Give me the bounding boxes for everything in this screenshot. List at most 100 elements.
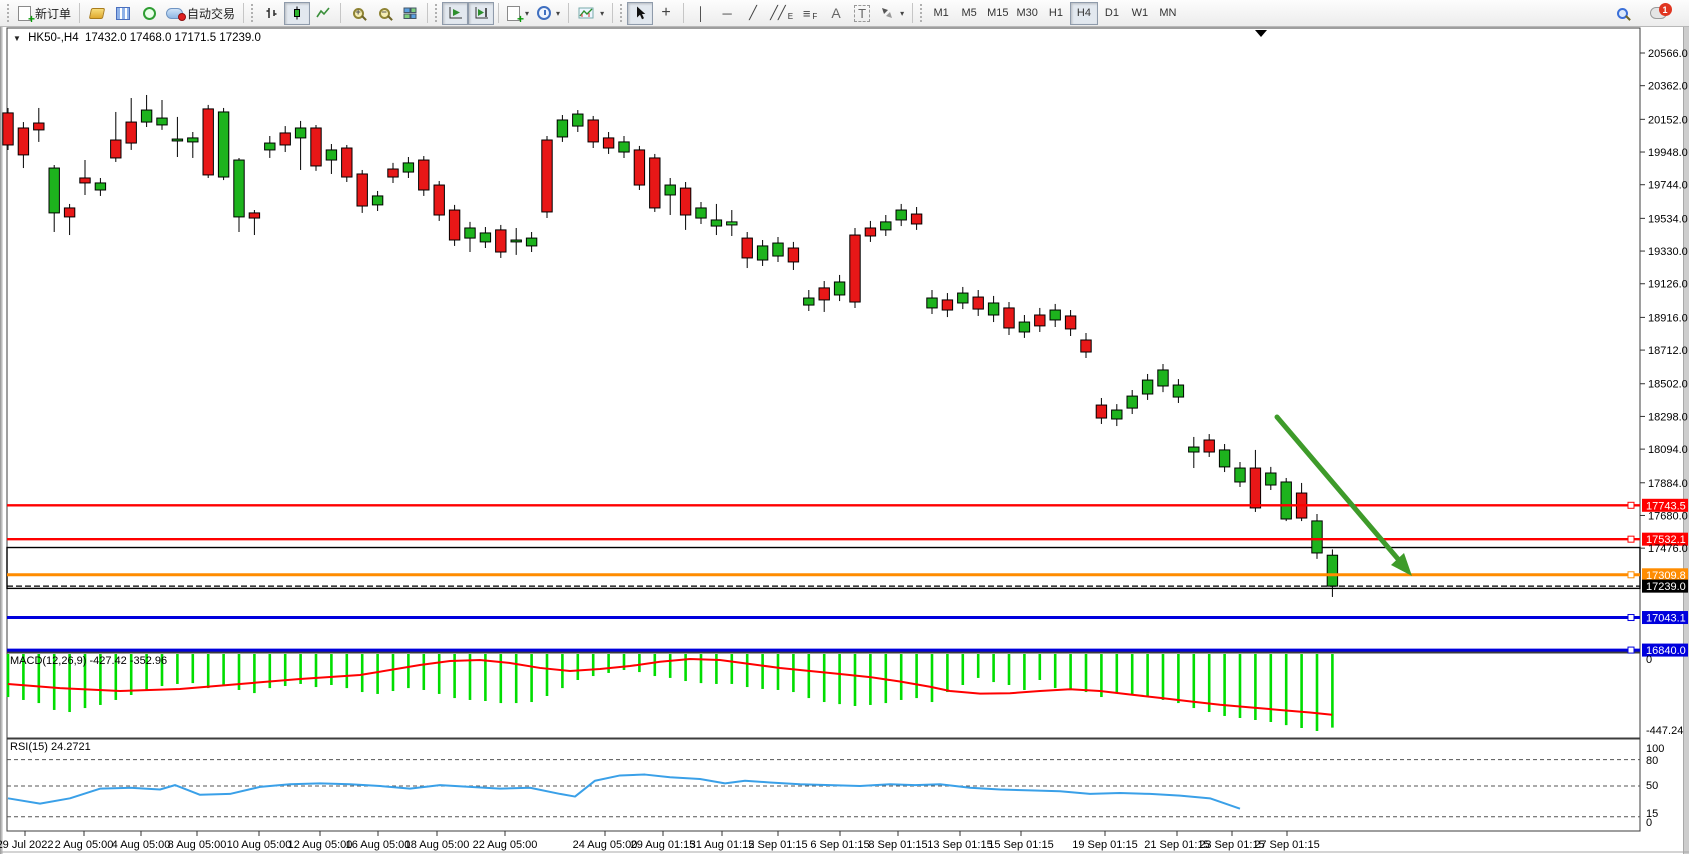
date-label: 2 Sep 01:15 bbox=[748, 839, 807, 851]
price-badge bbox=[1642, 568, 1688, 582]
toolbar-grip[interactable] bbox=[7, 4, 11, 22]
zoom-in-button[interactable]: + bbox=[345, 2, 371, 25]
indicators-button[interactable]: ▾ bbox=[573, 2, 608, 25]
fibonacci-tool-button[interactable]: ≡ F bbox=[797, 2, 823, 25]
line-chart-button[interactable] bbox=[310, 2, 336, 25]
tile-windows-button[interactable] bbox=[397, 2, 423, 25]
arrows-tool-button[interactable]: ▾ bbox=[875, 2, 908, 25]
zoom-out-button[interactable]: − bbox=[371, 2, 397, 25]
tf-mn-button[interactable]: MN bbox=[1154, 2, 1182, 25]
fibonacci-icon: ≡ bbox=[802, 5, 811, 21]
date-label: 2 Aug 05:00 bbox=[55, 839, 114, 851]
autotrading-button[interactable]: 自动交易 bbox=[162, 2, 239, 25]
new-order-button[interactable]: + 新订单 bbox=[14, 2, 75, 25]
price-tick-label: 19330.0 bbox=[1648, 246, 1688, 258]
tf-w1-button[interactable]: W1 bbox=[1126, 2, 1154, 25]
text-label-icon: T bbox=[854, 4, 871, 22]
price-badge-label: 17743.5 bbox=[1646, 500, 1686, 512]
price-badge bbox=[1642, 643, 1688, 657]
rsi-line bbox=[7, 773, 1241, 810]
window-left-edge bbox=[0, 27, 3, 854]
market-watch-button[interactable] bbox=[110, 2, 136, 25]
zone-rectangle bbox=[6, 546, 1641, 590]
price-tick-label: 19534.0 bbox=[1648, 213, 1688, 225]
indicators-icon bbox=[578, 7, 594, 19]
price-badge bbox=[1642, 611, 1688, 625]
chart-shift-button[interactable] bbox=[468, 1, 495, 25]
tf-m30-button[interactable]: M30 bbox=[1013, 2, 1042, 25]
price-badge bbox=[1642, 579, 1688, 593]
new-order-icon: + bbox=[18, 5, 35, 25]
channel-tool-button[interactable]: ╱╱ E bbox=[766, 2, 797, 25]
tf-m5-button[interactable]: M5 bbox=[955, 2, 983, 25]
auto-scroll-icon bbox=[449, 7, 462, 19]
date-label: 29 Aug 01:15 bbox=[631, 839, 696, 851]
autotrading-label: 自动交易 bbox=[187, 6, 236, 21]
toolbar: + 新订单 自动交易 + − + ▾ ▾ ▾ bbox=[0, 0, 1689, 27]
rsi-axis-label: 15 bbox=[1646, 808, 1658, 820]
new-chart-icon: + bbox=[507, 5, 524, 25]
date-axis[interactable]: 29 Jul 2022 2 Aug 05:004 Aug 05:008 Aug 0… bbox=[0, 831, 1320, 851]
rsi-axis-label: 100 bbox=[1646, 743, 1664, 755]
chart-shift-icon bbox=[475, 7, 488, 19]
alerts-icon bbox=[88, 7, 106, 19]
zoom-in-icon: + bbox=[352, 7, 364, 19]
tf-m15-button[interactable]: M15 bbox=[983, 2, 1012, 25]
bar-chart-button[interactable] bbox=[258, 2, 284, 25]
hline-tool-button[interactable]: ─ bbox=[714, 2, 740, 25]
price-badge-label: 17239.0 bbox=[1646, 581, 1686, 593]
arrows-caret-icon: ▾ bbox=[900, 8, 905, 18]
horizontal-line-icon: ─ bbox=[722, 5, 732, 21]
cursor-icon bbox=[636, 6, 645, 20]
rsi-axis-label: 80 bbox=[1646, 755, 1658, 767]
text-tool-button[interactable]: A bbox=[823, 2, 849, 25]
vline-tool-button[interactable]: │ bbox=[688, 2, 714, 25]
date-label: 16 Aug 05:00 bbox=[346, 839, 411, 851]
date-label: 19 Sep 01:15 bbox=[1072, 839, 1137, 851]
rsi-label: RSI(15) 24.2721 bbox=[10, 741, 91, 753]
zoom-out-icon: − bbox=[378, 7, 390, 19]
period-button[interactable]: ▾ bbox=[533, 2, 564, 25]
shift-marker[interactable] bbox=[1255, 30, 1267, 37]
window-right-edge bbox=[1683, 27, 1689, 854]
tf-h4-button[interactable]: H4 bbox=[1069, 1, 1098, 25]
price-tick-label: 18712.0 bbox=[1648, 345, 1688, 357]
date-label: 8 Sep 01:15 bbox=[868, 839, 927, 851]
price-badge bbox=[1642, 498, 1688, 512]
symbol-dropdown-icon[interactable]: ▼ bbox=[13, 34, 21, 43]
tf-d1-button[interactable]: D1 bbox=[1098, 2, 1126, 25]
date-label: 24 Aug 05:00 bbox=[573, 839, 638, 851]
ohlc-label: 17432.0 17468.0 17171.5 17239.0 bbox=[85, 32, 261, 44]
rsi-axis-label: 0 bbox=[1646, 817, 1652, 829]
new-chart-button[interactable]: + ▾ bbox=[503, 2, 533, 25]
candlestick-chart-button[interactable] bbox=[284, 1, 311, 25]
text-label-tool-button[interactable]: T bbox=[849, 2, 875, 25]
chat-button[interactable]: 1 bbox=[1645, 2, 1672, 25]
trend-arrow[interactable] bbox=[1274, 414, 1412, 576]
cursor-tool-button[interactable] bbox=[627, 1, 654, 25]
macd-axis-label: 0 bbox=[1646, 654, 1652, 666]
date-label: 21 Sep 01:15 bbox=[1144, 839, 1209, 851]
search-button[interactable] bbox=[1609, 2, 1635, 25]
date-label: 13 Sep 01:15 bbox=[927, 839, 992, 851]
data-window-button[interactable] bbox=[136, 2, 162, 25]
trendline-tool-button[interactable]: ╱ bbox=[740, 2, 766, 25]
rsi-axis-label: 50 bbox=[1646, 780, 1658, 792]
crosshair-tool-button[interactable]: + bbox=[653, 2, 679, 25]
price-tick-label: 17476.0 bbox=[1648, 543, 1688, 555]
date-label: 10 Aug 05:00 bbox=[227, 839, 292, 851]
price-tick-label: 19948.0 bbox=[1648, 147, 1688, 159]
date-label: 31 Aug 01:15 bbox=[690, 839, 755, 851]
tf-m1-button[interactable]: M1 bbox=[927, 2, 955, 25]
clock-icon bbox=[537, 6, 552, 20]
date-label: 12 Aug 05:00 bbox=[288, 839, 353, 851]
tile-windows-icon bbox=[403, 7, 417, 19]
indicators-caret-icon: ▾ bbox=[600, 8, 605, 18]
fibonacci-sub-label: F bbox=[812, 11, 818, 21]
alerts-button[interactable] bbox=[84, 2, 110, 25]
tf-h1-button[interactable]: H1 bbox=[1042, 2, 1070, 25]
search-icon bbox=[1616, 7, 1628, 19]
new-order-label: 新订单 bbox=[35, 6, 72, 21]
auto-scroll-button[interactable] bbox=[442, 1, 469, 25]
